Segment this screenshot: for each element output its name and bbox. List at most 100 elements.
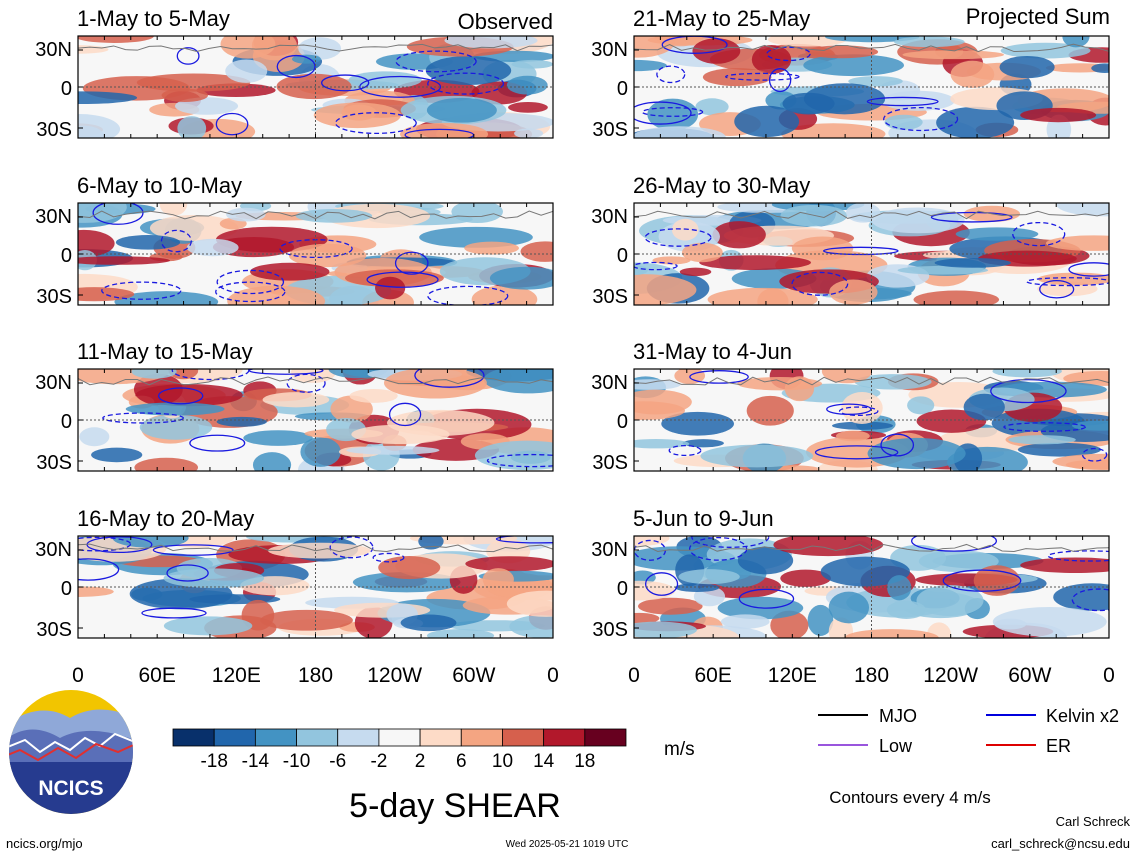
coastline xyxy=(78,43,553,53)
y-tick-label: 0 xyxy=(617,411,628,433)
panel-title: 5-Jun to 9-Jun xyxy=(633,506,774,531)
colorbar-label: -10 xyxy=(283,751,310,772)
shear-anomaly-blob xyxy=(300,437,341,467)
observed-label: Observed xyxy=(458,9,553,34)
y-tick-label: 30N xyxy=(35,372,72,394)
kelvin-contour xyxy=(334,112,417,135)
shear-anomaly-blob xyxy=(313,102,402,129)
kelvin-contour xyxy=(78,536,132,552)
shear-anomaly-blob xyxy=(1072,420,1109,431)
shear-anomaly-blob xyxy=(751,44,792,75)
kelvin-contour xyxy=(1003,422,1087,432)
shear-anomaly-blob xyxy=(161,88,209,102)
shear-anomaly-blob xyxy=(1053,583,1109,611)
shear-panel: 6-May to 10-May xyxy=(77,173,554,306)
shear-anomaly-blob xyxy=(78,125,105,138)
shear-anomaly-blob xyxy=(634,126,726,138)
kelvin-contour xyxy=(102,412,184,424)
shear-anomaly-blob xyxy=(186,238,239,257)
shear-anomaly-blob xyxy=(506,590,553,617)
shear-anomaly-blob xyxy=(803,83,886,115)
shear-anomaly-blob xyxy=(163,616,253,636)
shear-anomaly-blob xyxy=(707,287,818,305)
y-tick-label: 0 xyxy=(617,78,628,100)
shear-anomaly-blob xyxy=(841,391,883,424)
kelvin-contour xyxy=(152,544,234,556)
kelvin-contour xyxy=(634,101,692,125)
kelvin-contour xyxy=(634,261,678,271)
ncics-logo: NCICS xyxy=(9,690,133,814)
shear-anomaly-blob xyxy=(634,612,660,624)
y-tick-label: 30N xyxy=(591,539,628,561)
y-tick-label: 30N xyxy=(591,39,628,61)
kelvin-contour xyxy=(791,271,849,296)
shear-anomaly-blob xyxy=(514,128,544,138)
x-tick-label: 120W xyxy=(923,664,978,687)
shear-anomaly-blob xyxy=(79,427,110,447)
x-tick-label: 0 xyxy=(1103,664,1115,687)
shear-anomaly-blob xyxy=(791,236,854,261)
shear-anomaly-blob xyxy=(1052,453,1109,470)
kelvin-contour xyxy=(823,246,899,256)
y-tick-label: 30S xyxy=(36,452,72,474)
shear-anomaly-blob xyxy=(252,452,292,471)
shear-anomaly-blob xyxy=(125,402,225,416)
y-tick-label: 30N xyxy=(35,206,72,228)
shear-anomaly-blob xyxy=(848,76,903,87)
shear-anomaly-blob xyxy=(702,68,772,87)
kelvin-contour xyxy=(866,96,939,107)
shear-panel: 26-May to 30-May xyxy=(633,173,1110,306)
x-tick-label: 0 xyxy=(72,664,84,687)
shear-anomaly-blob xyxy=(250,262,330,281)
panel-group: 1-May to 5-May 6-May to 10-May 11-May to 1… xyxy=(77,6,1110,639)
colorbar-swatch xyxy=(296,728,339,747)
colorbar-swatch xyxy=(254,728,297,747)
shear-anomaly-blob xyxy=(483,369,553,394)
shear-anomaly-blob xyxy=(78,91,138,105)
y-tick-label: 30S xyxy=(36,619,72,641)
colorbar-swatch xyxy=(378,728,421,747)
footer-author: Carl Schreck xyxy=(1056,814,1131,829)
shear-anomaly-blob xyxy=(159,203,188,216)
kelvin-contour xyxy=(495,536,553,544)
shear-anomaly-blob xyxy=(907,396,935,415)
shear-anomaly-blob xyxy=(737,546,794,575)
shear-anomaly-blob xyxy=(893,36,965,48)
colorbar-label: 18 xyxy=(574,751,595,772)
kelvin-contour xyxy=(814,445,899,460)
shear-anomaly-blob xyxy=(508,101,548,113)
shear-anomaly-blob xyxy=(227,285,326,305)
shear-anomaly-blob xyxy=(425,55,512,86)
shear-anomaly-blob xyxy=(489,266,553,290)
kelvin-contour xyxy=(768,68,792,93)
shear-anomaly-blob xyxy=(821,369,872,384)
shear-anomaly-blob xyxy=(378,555,441,580)
shear-anomaly-blob xyxy=(634,439,690,449)
shear-anomaly-blob xyxy=(634,621,697,638)
shear-anomaly-blob xyxy=(260,609,353,631)
kelvin-contour xyxy=(930,211,1013,223)
shear-anomaly-blob xyxy=(351,424,450,445)
x-tick-label: 120W xyxy=(367,664,422,687)
shear-anomaly-blob xyxy=(426,97,497,123)
kelvin-contour xyxy=(388,402,422,427)
colorbar-swatch xyxy=(584,728,627,747)
shear-anomaly-blob xyxy=(832,421,893,430)
shear-anomaly-blob xyxy=(1046,235,1109,251)
shear-anomaly-blob xyxy=(682,439,724,448)
shear-anomaly-blob xyxy=(506,75,548,95)
shear-anomaly-blob xyxy=(884,114,923,130)
shear-anomaly-blob xyxy=(963,393,1005,421)
shear-panel: 31-May to 4-Jun xyxy=(633,339,1110,472)
kelvin-contour xyxy=(215,112,249,136)
shear-anomaly-blob xyxy=(426,629,495,638)
kelvin-contour xyxy=(279,239,353,259)
coastline xyxy=(634,210,1109,220)
kelvin-contour xyxy=(160,229,192,253)
kelvin-contour xyxy=(329,536,374,559)
shear-anomaly-blob xyxy=(383,369,487,399)
shear-panel: 1-May to 5-May xyxy=(77,6,554,139)
shear-anomaly-blob xyxy=(465,556,553,572)
kelvin-contour xyxy=(216,269,285,295)
x-tick-label: 180 xyxy=(854,664,889,687)
